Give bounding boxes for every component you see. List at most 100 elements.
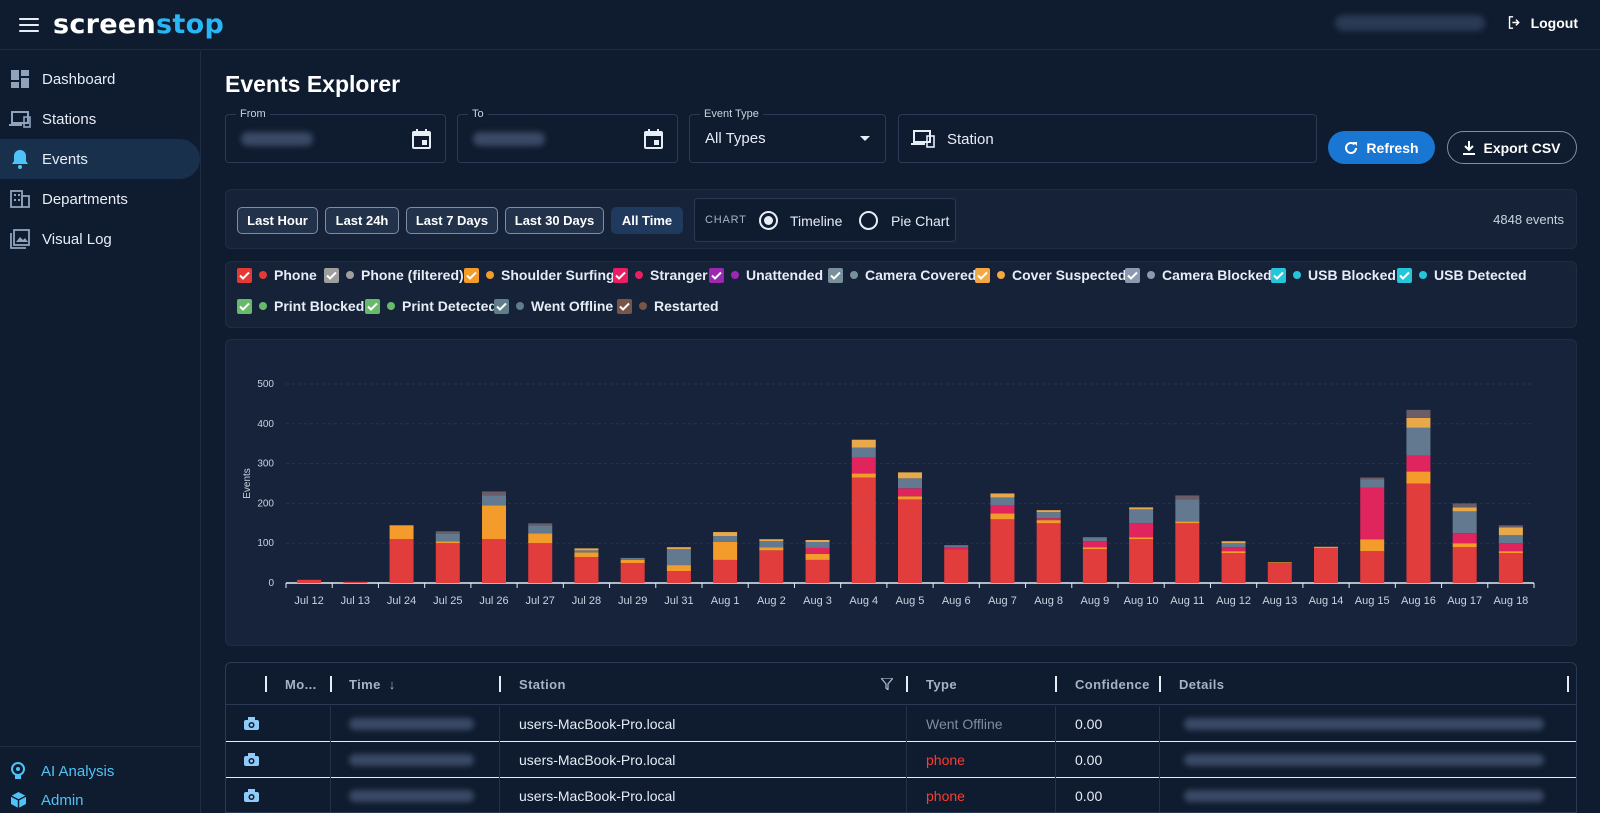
timeline-radio[interactable] (759, 211, 778, 230)
chart-bar-segment (990, 513, 1015, 520)
logout-label: Logout (1530, 14, 1578, 31)
column-header-time[interactable]: Time ↓ (349, 677, 396, 692)
legend-item[interactable]: Restarted (617, 296, 719, 316)
legend-item[interactable]: Went Offline (494, 296, 613, 316)
chart-bar-segment (435, 541, 460, 544)
cell-divider (330, 742, 331, 778)
calendar-icon[interactable] (412, 129, 431, 149)
station-filter-field[interactable]: Station (898, 114, 1317, 163)
sidebar-divider (0, 746, 201, 747)
chart-bar-segment (1082, 541, 1107, 548)
column-separator[interactable] (1055, 676, 1057, 692)
legend-item[interactable]: Print Blocked (237, 296, 364, 316)
checkbox-checked-icon[interactable] (613, 267, 628, 283)
checkbox-checked-icon[interactable] (1397, 267, 1412, 283)
range-button-last-hour[interactable]: Last Hour (237, 207, 318, 234)
x-tick-label: Aug 16 (1401, 595, 1436, 607)
range-button-last-7-days[interactable]: Last 7 Days (406, 207, 498, 234)
checkbox-checked-icon[interactable] (365, 298, 380, 314)
sidebar-item-events[interactable]: Events (0, 139, 200, 179)
checkbox-checked-icon[interactable] (324, 267, 339, 283)
x-tick-label: Aug 17 (1447, 595, 1482, 607)
legend-item[interactable]: Camera Covered (828, 265, 976, 285)
checkbox-checked-icon[interactable] (494, 298, 509, 314)
checkbox-checked-icon[interactable] (709, 267, 724, 283)
table-row[interactable]: users-MacBook-Pro.local phone 0.00 (226, 778, 1576, 812)
column-separator[interactable] (1159, 676, 1161, 692)
checkbox-checked-icon[interactable] (975, 267, 990, 283)
from-date-field[interactable]: From (225, 108, 446, 163)
sort-arrow-icon[interactable]: ↓ (388, 677, 396, 692)
y-tick-label: 500 (257, 379, 274, 390)
x-tick-label: Jul 24 (387, 595, 416, 607)
chart-bar-segment (666, 547, 691, 550)
sidebar-item-admin[interactable]: Admin (0, 786, 201, 813)
checkbox-checked-icon[interactable] (828, 267, 843, 283)
column-header-confidence[interactable]: Confidence (1075, 677, 1150, 692)
column-header-type[interactable]: Type (926, 677, 957, 692)
events-timeline-chart: 0 100 200 300 400 500 Events Jul 12 Jul 13 Jul 24… (242, 379, 1535, 607)
y-tick-label: 200 (257, 498, 274, 509)
column-header-details[interactable]: Details (1179, 677, 1225, 692)
column-separator[interactable] (499, 676, 501, 692)
chart-bar-segment (898, 496, 922, 500)
y-tick-label: 100 (257, 538, 274, 549)
checkbox-checked-icon[interactable] (237, 298, 252, 314)
chart-bar-segment (1498, 553, 1523, 583)
column-header-media[interactable]: Mo... (285, 677, 317, 692)
column-separator[interactable] (1567, 676, 1569, 692)
refresh-button[interactable]: Refresh (1328, 131, 1435, 164)
type-cell: Went Offline (926, 716, 1003, 732)
checkbox-checked-icon[interactable] (1271, 267, 1286, 283)
sidebar-item-departments[interactable]: Departments (0, 179, 201, 219)
logout-button[interactable]: Logout (1506, 14, 1578, 31)
cell-divider (499, 778, 500, 812)
export-csv-button[interactable]: Export CSV (1447, 131, 1577, 164)
sidebar-item-visual-log[interactable]: Visual Log (0, 219, 201, 259)
camera-icon[interactable] (244, 753, 259, 771)
camera-icon[interactable] (244, 789, 259, 807)
checkbox-checked-icon[interactable] (237, 267, 252, 283)
legend-item[interactable]: Unattended (709, 265, 823, 285)
range-button-last-30-days[interactable]: Last 30 Days (505, 207, 604, 234)
menu-icon[interactable] (19, 17, 39, 32)
devices-icon (9, 108, 31, 130)
range-button-all-time[interactable]: All Time (611, 207, 683, 234)
range-button-last-24h[interactable]: Last 24h (325, 207, 399, 234)
column-separator[interactable] (330, 676, 332, 692)
filter-icon[interactable] (881, 678, 893, 690)
column-separator[interactable] (906, 676, 908, 692)
app-logo[interactable]: screenstop (53, 9, 224, 40)
sidebar-item-label: Departments (42, 190, 128, 208)
logout-icon (1508, 16, 1520, 29)
timeline-radio-label[interactable]: Timeline (790, 213, 843, 229)
sidebar-item-ai-analysis[interactable]: AI Analysis (0, 757, 201, 785)
legend-item[interactable]: USB Detected (1397, 265, 1527, 285)
checkbox-checked-icon[interactable] (617, 298, 632, 314)
camera-icon[interactable] (244, 717, 259, 735)
sidebar-item-stations[interactable]: Stations (0, 99, 201, 139)
table-row[interactable]: users-MacBook-Pro.local Went Offline 0.00 (226, 706, 1576, 742)
legend-item[interactable]: Print Detected (365, 296, 497, 316)
export-label: Export CSV (1483, 139, 1561, 156)
checkbox-checked-icon[interactable] (464, 267, 479, 283)
legend-item[interactable]: Shoulder Surfing (464, 265, 615, 285)
pie-chart-radio[interactable] (859, 211, 878, 230)
legend-item[interactable]: Cover Suspected (975, 265, 1126, 285)
legend-item[interactable]: Stranger (613, 265, 708, 285)
column-separator[interactable] (265, 676, 267, 692)
to-date-field[interactable]: To (457, 108, 678, 163)
legend-item[interactable]: Phone (237, 265, 317, 285)
chart-bar-segment (1498, 525, 1523, 528)
legend-item[interactable]: Camera Blocked (1125, 265, 1272, 285)
sidebar-item-dashboard[interactable]: Dashboard (0, 59, 201, 99)
table-row[interactable]: users-MacBook-Pro.local phone 0.00 (226, 742, 1576, 778)
legend-item[interactable]: Phone (filtered) (324, 265, 464, 285)
checkbox-checked-icon[interactable] (1125, 267, 1140, 283)
pie-chart-radio-label[interactable]: Pie Chart (891, 213, 950, 229)
event-type-select[interactable]: Event Type All Types (689, 108, 886, 163)
legend-item[interactable]: USB Blocked (1271, 265, 1396, 285)
calendar-icon[interactable] (644, 129, 663, 149)
column-header-station[interactable]: Station (519, 677, 566, 692)
chart-bar-segment (805, 547, 830, 554)
